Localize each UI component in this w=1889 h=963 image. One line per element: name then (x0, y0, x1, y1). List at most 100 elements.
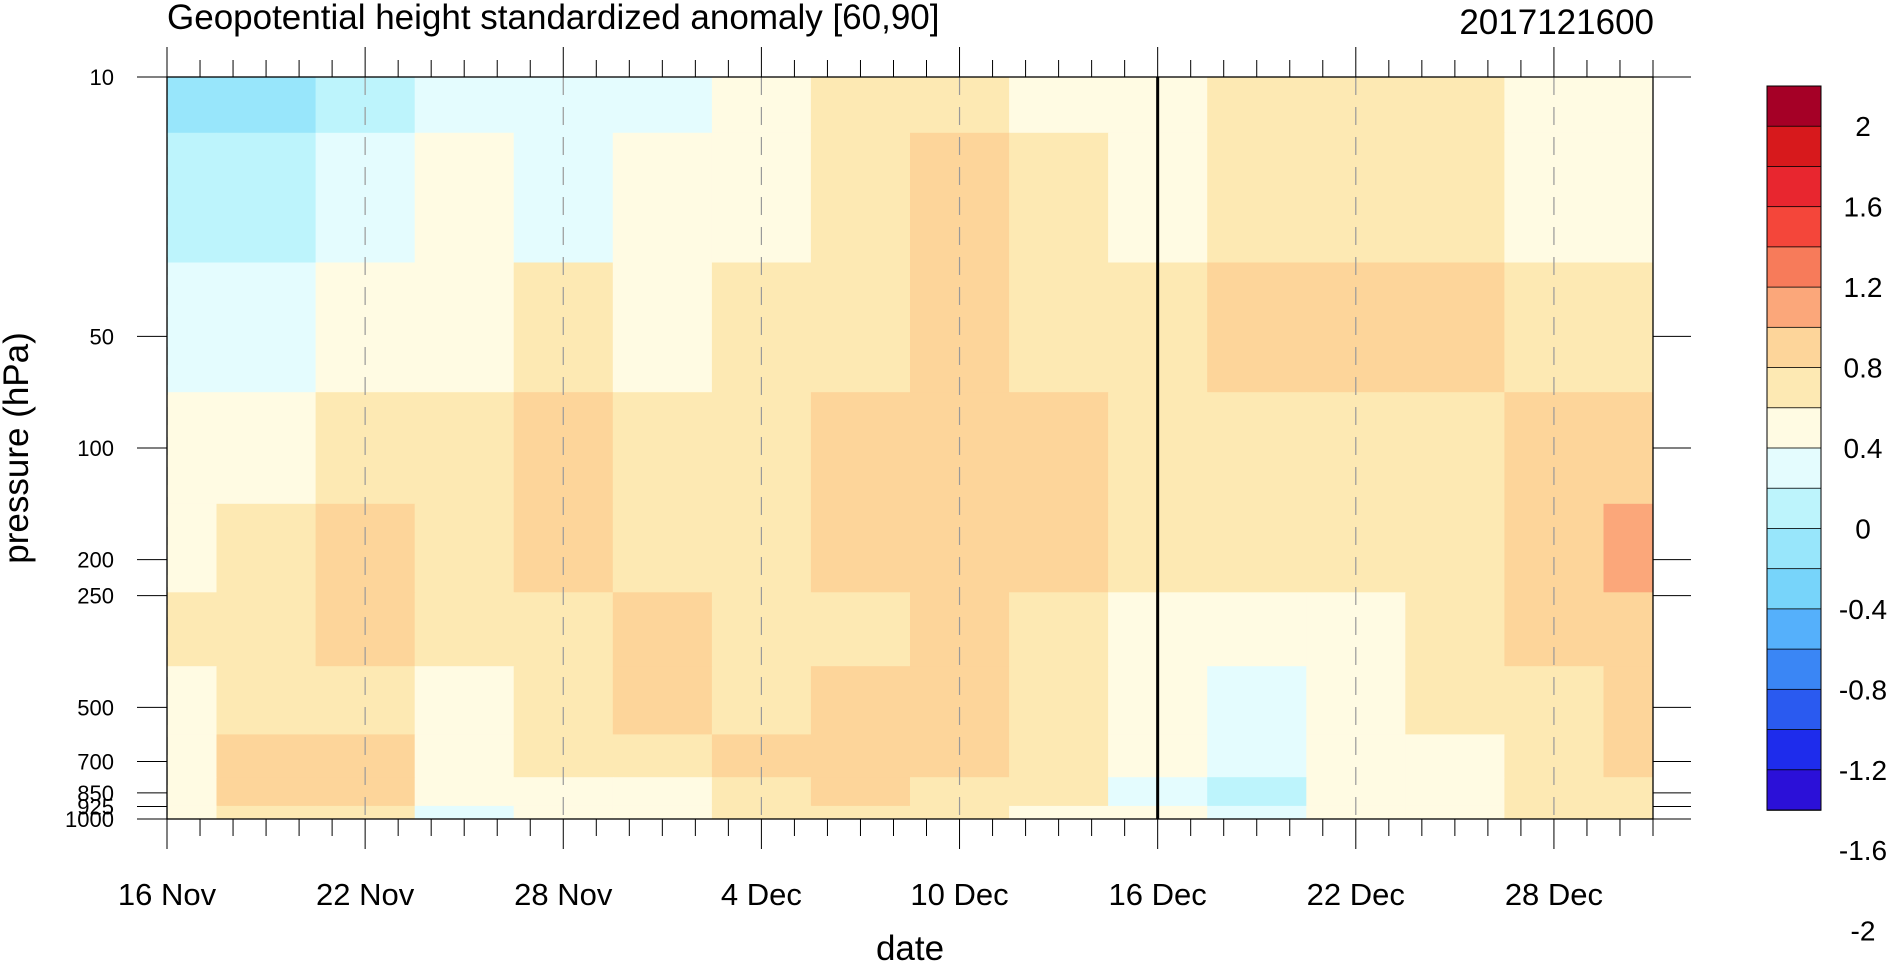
anomaly-cell (612, 777, 713, 807)
anomaly-cell (414, 132, 515, 264)
anomaly-cell (167, 592, 218, 667)
y-tick-label: 200 (77, 548, 114, 573)
colorbar-swatch (1766, 326, 1822, 369)
colorbar-label: -0.4 (1839, 594, 1887, 625)
anomaly-cell (167, 262, 218, 393)
colorbar-swatch (1766, 125, 1822, 168)
colorbar-swatch (1766, 206, 1822, 248)
y-tick-label: 250 (77, 584, 114, 609)
anomaly-cell (1603, 592, 1653, 667)
anomaly-cell (1603, 262, 1653, 393)
anomaly-cell (810, 262, 911, 393)
colorbar-swatch (1766, 407, 1822, 449)
anomaly-cell (216, 132, 317, 264)
colorbar-swatch (1766, 447, 1822, 490)
anomaly-cell (216, 262, 317, 393)
anomaly-cell (1603, 392, 1653, 505)
anomaly-cell (216, 77, 317, 134)
anomaly-cell (612, 666, 713, 736)
colorbar-label: 1.6 (1844, 192, 1883, 223)
anomaly-cell (414, 805, 515, 819)
anomaly-cell (1009, 132, 1109, 264)
anomaly-cell (1405, 805, 1505, 819)
colorbar-swatch (1766, 487, 1822, 530)
y-tick-label: 50 (90, 324, 114, 349)
date-gridlines (167, 77, 1555, 819)
anomaly-cell (612, 392, 713, 505)
y-axis-title: pressure (hPa) (0, 332, 36, 563)
anomaly-cell (315, 503, 416, 593)
anomaly-cell (414, 666, 515, 736)
colorbar-swatch (1766, 729, 1822, 771)
anomaly-cell (1207, 666, 1307, 736)
anomaly-cell (711, 503, 812, 593)
x-tick-label: 22 Nov (316, 877, 415, 912)
anomaly-cell (414, 503, 515, 593)
plot-area (167, 77, 1653, 819)
anomaly-cell (612, 805, 713, 819)
anomaly-cell (1405, 777, 1505, 807)
anomaly-cell (1009, 262, 1109, 393)
anomaly-cell (1405, 666, 1505, 736)
x-tick-label: 28 Nov (514, 877, 613, 912)
x-axis: 16 Nov 22 Nov 28 Nov 4 Dec 10 Dec 16 Dec 22 De… (118, 47, 1654, 912)
anomaly-cell (810, 392, 911, 505)
anomaly-cell (1009, 503, 1109, 593)
anomaly-cell (1207, 592, 1307, 667)
y-tick-label: 925 (77, 794, 114, 819)
anomaly-cell (216, 805, 317, 819)
anomaly-cell (1405, 132, 1505, 264)
anomaly-cell (810, 805, 911, 819)
anomaly-cell (216, 592, 317, 667)
anomaly-cell (1603, 805, 1653, 819)
anomaly-cell (612, 132, 713, 264)
anomaly-cell (1009, 77, 1109, 134)
anomaly-cell (1405, 262, 1505, 393)
anomaly-cell (216, 777, 317, 807)
anomaly-cell (1207, 132, 1307, 264)
anomaly-cell (810, 734, 911, 778)
anomaly-field (167, 77, 1653, 819)
anomaly-cell (1207, 392, 1307, 505)
y-tick-label: 500 (77, 695, 114, 720)
anomaly-cell (167, 805, 218, 819)
x-tick-label: 16 Nov (118, 877, 217, 912)
anomaly-cell (1207, 262, 1307, 393)
anomaly-cell (1009, 777, 1109, 807)
anomaly-cell (1009, 592, 1109, 667)
anomaly-cell (216, 392, 317, 505)
anomaly-cell (1207, 805, 1307, 819)
anomaly-cell (810, 132, 911, 264)
colorbar-swatch (1766, 769, 1822, 811)
anomaly-cell (810, 77, 911, 134)
x-axis-title: date (876, 929, 944, 963)
anomaly-cell (612, 262, 713, 393)
colorbar-swatch (1766, 286, 1822, 329)
colorbar-label: -0.8 (1839, 674, 1887, 705)
colorbar-swatch (1766, 648, 1822, 691)
anomaly-cell (612, 503, 713, 593)
colorbar-swatch (1766, 85, 1822, 128)
colorbar-label: 2 (1855, 111, 1871, 142)
anomaly-cell (1405, 77, 1505, 134)
y-tick-label: 700 (77, 750, 114, 775)
colorbar-label: -2 (1851, 916, 1876, 947)
anomaly-cell (810, 666, 911, 736)
anomaly-cell (216, 666, 317, 736)
colorbar-label: -1.2 (1839, 755, 1887, 786)
anomaly-cell (1207, 777, 1307, 807)
anomaly-cell (167, 392, 218, 505)
anomaly-cell (414, 734, 515, 778)
x-tick-label: 28 Dec (1505, 877, 1603, 912)
anomaly-cell (1009, 734, 1109, 778)
anomaly-cell (216, 734, 317, 778)
anomaly-cell (1207, 77, 1307, 134)
anomaly-cell (167, 734, 218, 778)
anomaly-cell (167, 666, 218, 736)
colorbar-label: 0.4 (1844, 433, 1883, 464)
y-tick-label: 1000 (65, 807, 114, 832)
anomaly-cell (167, 503, 218, 593)
colorbar-label: -1.6 (1839, 835, 1887, 866)
